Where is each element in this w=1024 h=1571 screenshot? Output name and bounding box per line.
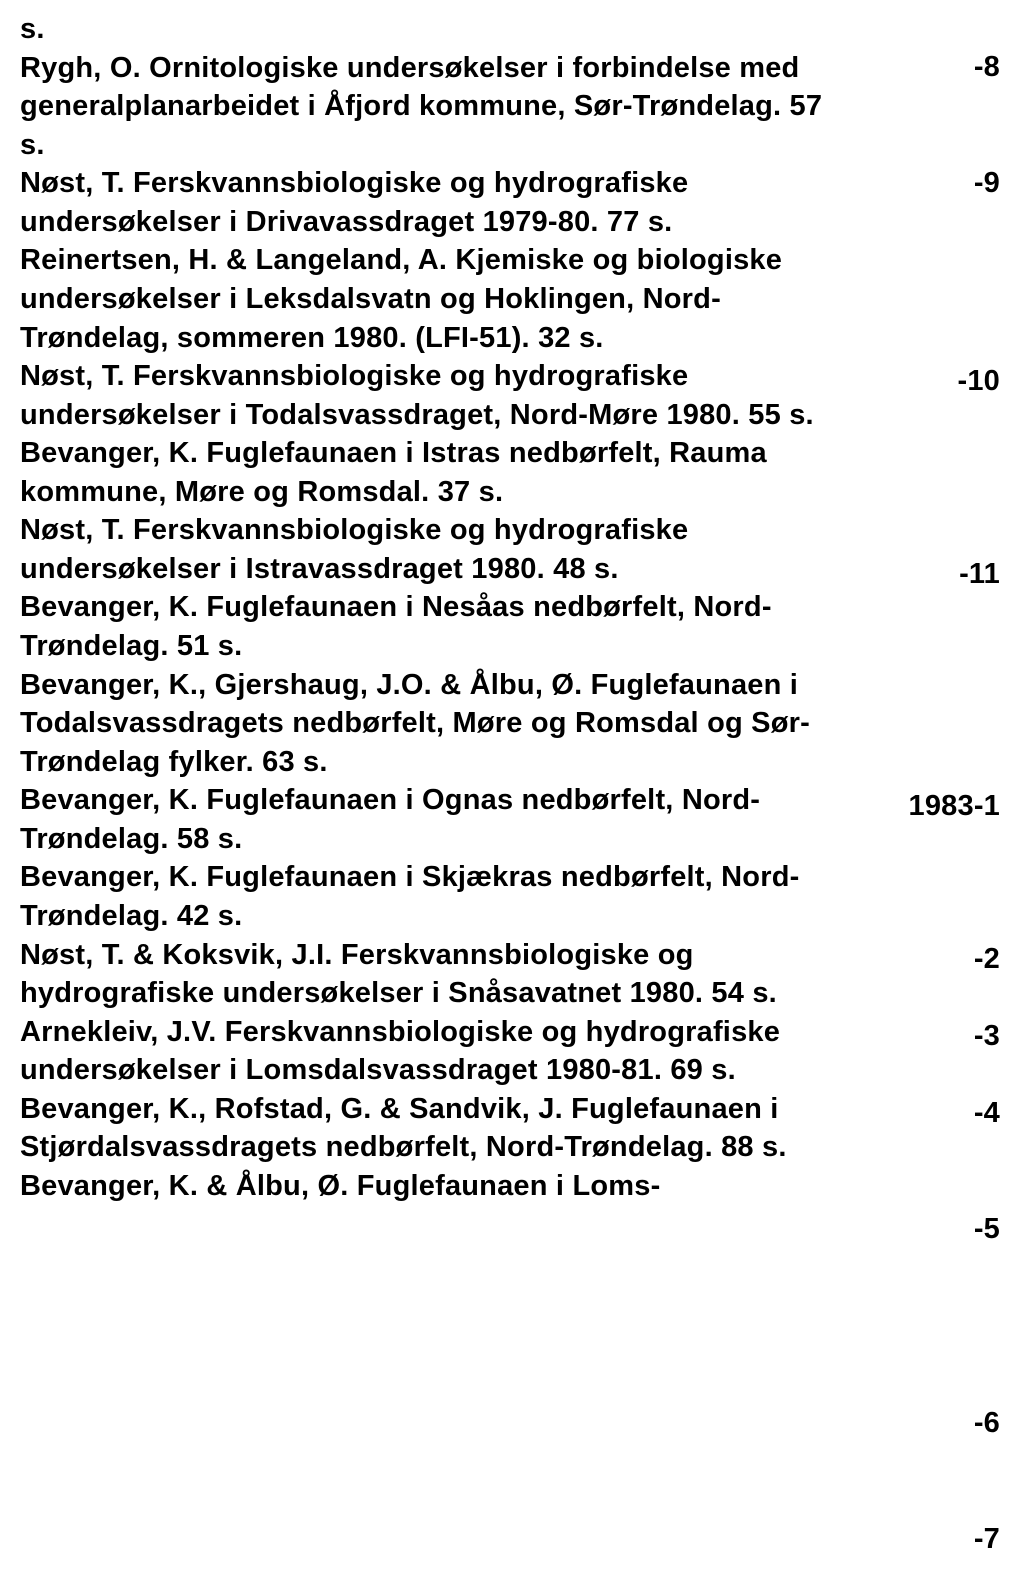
reference-number: -7 — [974, 1520, 1000, 1559]
document-page: s. Rygh, O. Ornitologiske undersøkelser … — [0, 0, 1024, 1571]
reference-number: -10 — [957, 362, 1000, 401]
bibliography-entry: Nøst, T. Ferskvannsbiologiske og hydrogr… — [20, 357, 843, 434]
reference-number: -2 — [974, 940, 1000, 979]
reference-number: -4 — [974, 1094, 1000, 1133]
reference-number: -8 — [974, 48, 1000, 87]
two-column-layout: s. Rygh, O. Ornitologiske undersøkelser … — [20, 10, 1004, 1561]
reference-number: -9 — [974, 164, 1000, 203]
bibliography-entry: Nøst, T. Ferskvannsbiologiske og hydrogr… — [20, 511, 843, 588]
top-fragment: s. — [20, 10, 843, 49]
reference-number: -11 — [959, 555, 1000, 594]
bibliography-entry: Bevanger, K. Fuglefaunaen i Ognas nedbør… — [20, 781, 843, 858]
bibliography-entry: Bevanger, K. Fuglefaunaen i Istras nedbø… — [20, 434, 843, 511]
reference-number-column: -8 -9 -10 -11 1983-1 -2 -3 -4 -5 -6 -7 — [853, 10, 1004, 1561]
bibliography-entry: Rygh, O. Ornitologiske undersøkelser i f… — [20, 49, 843, 165]
reference-number: 1983-1 — [909, 787, 1001, 826]
reference-number: -5 — [974, 1210, 1000, 1249]
bibliography-column: s. Rygh, O. Ornitologiske undersøkelser … — [20, 10, 853, 1561]
bibliography-entry: Arnekleiv, J.V. Ferskvannsbiologiske og … — [20, 1013, 843, 1090]
bibliography-entry: Reinertsen, H. & Langeland, A. Kjemiske … — [20, 241, 843, 357]
bibliography-entry: Bevanger, K. & Ålbu, Ø. Fuglefaunaen i L… — [20, 1167, 843, 1206]
bibliography-entry: Nøst, T. & Koksvik, J.I. Ferskvannsbiolo… — [20, 936, 843, 1013]
reference-number: -3 — [974, 1017, 1000, 1056]
bibliography-entry: Bevanger, K. Fuglefaunaen i Nesåas nedbø… — [20, 588, 843, 665]
reference-number: -6 — [974, 1404, 1000, 1443]
bibliography-entry: Bevanger, K. Fuglefaunaen i Skjækras ned… — [20, 858, 843, 935]
bibliography-entry: Nøst, T. Ferskvannsbiologiske og hydrogr… — [20, 164, 843, 241]
bibliography-entry: Bevanger, K., Gjershaug, J.O. & Ålbu, Ø.… — [20, 666, 843, 782]
bibliography-entry: Bevanger, K., Rofstad, G. & Sandvik, J. … — [20, 1090, 843, 1167]
